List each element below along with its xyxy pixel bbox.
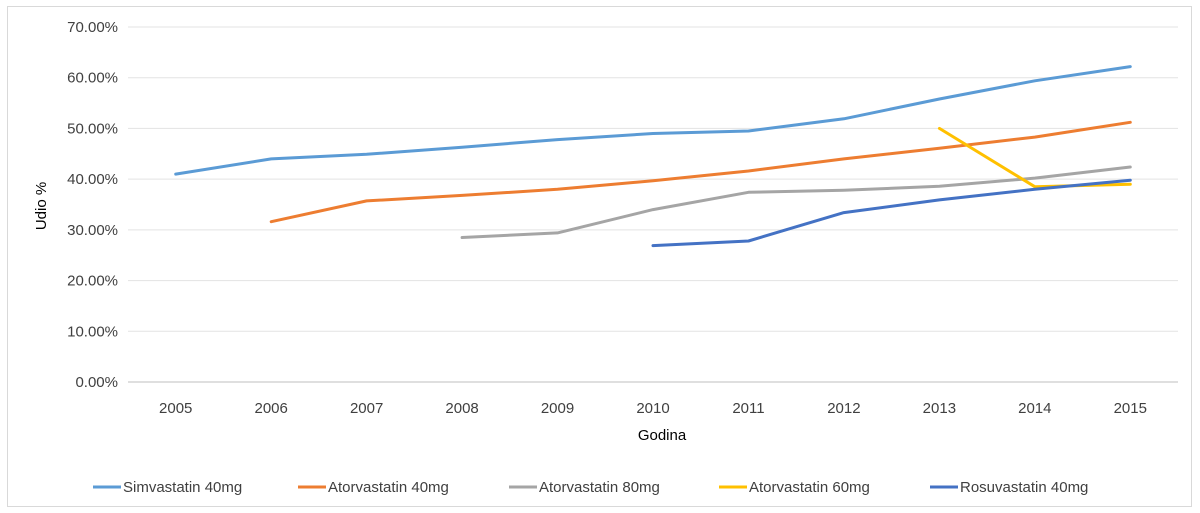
x-axis-title: Godina (638, 427, 687, 444)
y-tick-label: 70.00% (67, 19, 118, 36)
x-tick-label: 2008 (445, 400, 478, 417)
x-tick-label: 2007 (350, 400, 383, 417)
y-tick-label: 10.00% (67, 323, 118, 340)
series-line (651, 178, 1132, 248)
y-tick-label: 0.00% (75, 374, 118, 391)
y-axis-ticks: 0.00% 10.00% 20.00% 30.00% 40.00% 50.00% 60.00… (67, 19, 118, 391)
legend-label: Atorvastatin 80mg (539, 479, 660, 496)
x-tick-label: 2014 (1018, 400, 1051, 417)
y-tick-label: 40.00% (67, 171, 118, 188)
y-tick-label: 20.00% (67, 273, 118, 290)
series-line (269, 120, 1132, 224)
x-tick-label: 2011 (732, 400, 764, 417)
x-tick-label: 2009 (541, 400, 574, 417)
y-tick-label: 60.00% (67, 70, 118, 87)
x-tick-label: 2013 (923, 400, 956, 417)
series-line (174, 65, 1132, 176)
series-line (937, 126, 1132, 189)
y-tick-label: 30.00% (67, 222, 118, 239)
x-tick-label: 2012 (827, 400, 860, 417)
y-tick-label: 50.00% (67, 120, 118, 137)
x-axis-ticks: 2005 2006 2007 2008 2009 2010 2011 2012 2013 2014… (159, 400, 1147, 417)
legend-label: Atorvastatin 60mg (749, 479, 870, 496)
series-line (460, 165, 1132, 239)
y-axis-title: Udio % (33, 182, 50, 230)
gridlines (128, 26, 1178, 383)
x-tick-label: 2006 (254, 400, 287, 417)
series-lines (174, 65, 1132, 248)
legend-label: Rosuvastatin 40mg (960, 479, 1088, 496)
x-tick-label: 2005 (159, 400, 192, 417)
legend-label: Atorvastatin 40mg (328, 479, 449, 496)
legend: Simvastatin 40mg Atorvastatin 40mg Atorvas… (93, 479, 1088, 496)
x-tick-label: 2015 (1114, 400, 1147, 417)
legend-label: Simvastatin 40mg (123, 479, 242, 496)
x-tick-label: 2010 (636, 400, 669, 417)
